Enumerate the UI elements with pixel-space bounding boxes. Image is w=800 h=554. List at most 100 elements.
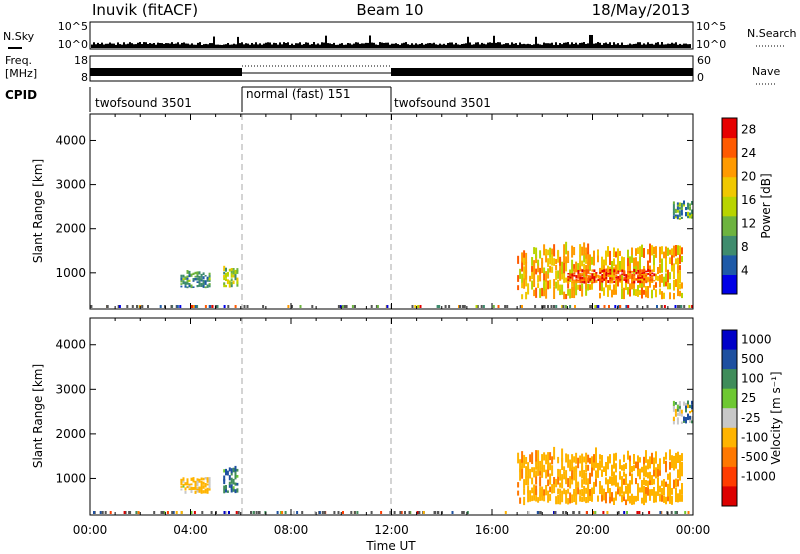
data-cell [579, 278, 582, 281]
data-cell [641, 497, 643, 504]
data-cell [196, 478, 199, 481]
data-cell [549, 257, 552, 265]
data-cell [585, 284, 588, 296]
ground-scatter-cell [252, 511, 255, 514]
ground-scatter-cell [192, 305, 195, 308]
data-cell [613, 457, 615, 469]
nsky-bar [177, 42, 179, 48]
nsky-bar [399, 44, 401, 48]
data-cell [613, 273, 616, 275]
ground-scatter-cell [688, 305, 691, 308]
data-cell [615, 272, 618, 275]
data-cell [617, 271, 620, 275]
data-cell [573, 279, 576, 291]
nsky-bar [539, 44, 541, 48]
data-cell [577, 270, 580, 272]
freq-band-1 [90, 68, 242, 76]
nsky-bar [455, 42, 457, 48]
data-cell [521, 282, 524, 289]
data-cell [663, 456, 665, 464]
data-cell [541, 467, 544, 478]
nsky-bar [659, 44, 661, 48]
velocity-colorbar-tick-label: -1000 [741, 469, 776, 483]
data-cell [192, 272, 195, 275]
data-cell [581, 269, 584, 273]
data-cell [661, 291, 663, 300]
data-cell [208, 275, 211, 278]
data-cell [680, 421, 683, 424]
data-cell [541, 459, 544, 469]
data-cell [607, 457, 609, 470]
nsky-bar [607, 43, 609, 48]
ground-scatter-cell [343, 305, 346, 308]
data-cell [599, 278, 601, 291]
data-cell [635, 248, 637, 256]
nsky-bar [563, 42, 565, 48]
data-cell [228, 268, 231, 272]
data-cell [631, 473, 633, 485]
data-cell [649, 489, 651, 501]
data-cell [230, 472, 233, 476]
nsky-bar [425, 43, 427, 48]
data-cell [645, 278, 648, 281]
data-cell [623, 491, 625, 497]
velocity-colorbar-tick-label: 1000 [741, 333, 772, 347]
data-cell [631, 247, 633, 256]
ground-scatter-cell [194, 305, 197, 308]
data-cell [615, 452, 617, 461]
data-cell [192, 487, 195, 490]
date-title: 18/May/2013 [592, 1, 690, 19]
data-cell [645, 270, 648, 273]
nsky-bar [193, 44, 195, 48]
data-cell [567, 289, 570, 296]
ground-scatter-cell [393, 511, 396, 514]
data-cell [641, 281, 644, 284]
data-cell [583, 263, 586, 274]
x-tick-label: 04:00 [173, 523, 208, 537]
data-cell [523, 277, 526, 289]
data-cell [657, 463, 659, 470]
data-cell [535, 268, 538, 275]
y-tick-label: 2000 [55, 427, 86, 441]
data-cell [529, 490, 532, 502]
data-cell [587, 454, 590, 463]
ground-scatter-cell [480, 305, 483, 308]
data-cell [657, 267, 659, 274]
data-cell [525, 466, 528, 478]
data-cell [643, 289, 645, 295]
power-colorbar-cell [722, 254, 737, 275]
data-cell [603, 278, 606, 281]
data-cell [649, 278, 652, 282]
data-cell [555, 496, 558, 505]
nsky-bar [361, 43, 363, 48]
data-cell [651, 269, 654, 272]
nsky-bar [147, 44, 149, 48]
nsky-bar [673, 43, 675, 48]
nsky-bar [459, 44, 461, 48]
data-cell [653, 246, 655, 255]
data-cell [593, 278, 596, 282]
ground-scatter-cell [141, 305, 144, 308]
ground-scatter-cell [323, 511, 326, 514]
data-cell [619, 274, 622, 278]
data-cell [208, 482, 211, 486]
data-cell [669, 292, 671, 300]
data-cell [577, 281, 580, 283]
data-cell [575, 452, 578, 464]
data-cell [687, 400, 689, 405]
data-cell [617, 270, 620, 273]
data-cell [577, 263, 580, 271]
nsky-bar [245, 43, 247, 48]
data-cell [676, 202, 679, 205]
nsky-bar [161, 43, 163, 48]
nsky-frame [89, 21, 694, 50]
data-cell [573, 470, 576, 481]
ground-scatter-cell [438, 305, 441, 308]
data-cell [198, 479, 201, 483]
data-cell [186, 277, 189, 280]
data-cell [675, 279, 677, 287]
data-cell [617, 248, 619, 259]
data-cell [609, 278, 612, 282]
ground-scatter-cell [255, 511, 258, 514]
data-cell [228, 475, 231, 481]
